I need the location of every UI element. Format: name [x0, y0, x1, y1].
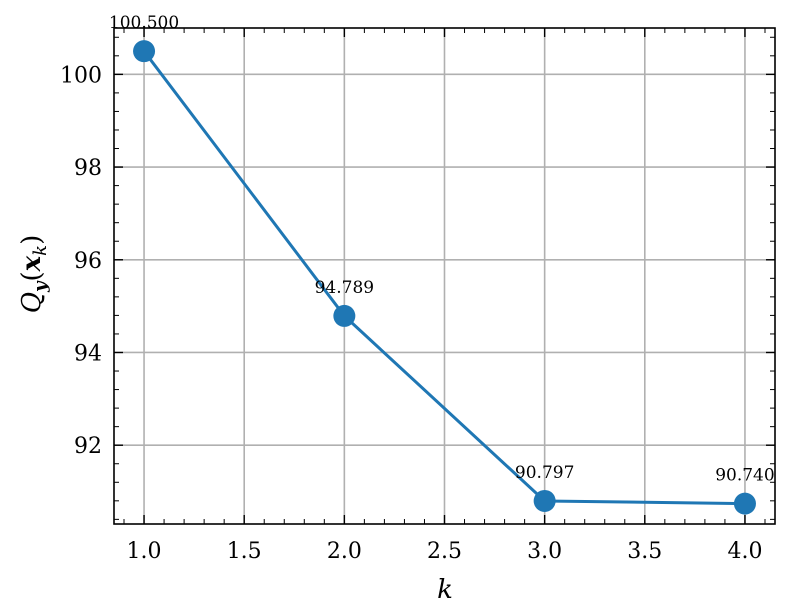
data-point [533, 489, 556, 512]
y-axis-label-bold: x [17, 255, 47, 272]
y-tick-labels: 92 94 96 98 100 [60, 63, 102, 459]
y-tick-label: 98 [74, 156, 102, 181]
data-point [733, 492, 756, 515]
data-label: 94.789 [315, 278, 374, 298]
x-tick-label: 4.0 [727, 539, 762, 564]
y-axis-label: Qy(xk) [17, 235, 51, 314]
plot-frame [113, 27, 776, 525]
y-axis-label-sub: k [30, 245, 51, 256]
y-axis-label-open: ( [17, 271, 47, 281]
x-tick-label: 1.5 [227, 539, 262, 564]
series-layer [133, 40, 756, 515]
y-axis-label-sub-bold: y [30, 280, 51, 293]
data-labels: 100.500 94.789 90.797 90.740 [109, 13, 775, 485]
x-tick-label: 3.0 [527, 539, 562, 564]
data-point [333, 304, 356, 327]
minor-ticks [114, 28, 775, 524]
series-line [142, 50, 745, 506]
x-tick-label: 1.0 [127, 539, 162, 564]
x-tick-labels: 1.0 1.5 2.0 2.5 3.0 3.5 4.0 [127, 539, 763, 564]
x-tick-label: 3.5 [627, 539, 662, 564]
data-label: 90.797 [515, 463, 574, 483]
x-tick-label: 2.5 [427, 539, 462, 564]
data-point [133, 40, 156, 63]
y-axis-label-main: Q [17, 292, 47, 313]
x-axis-label: k [437, 575, 453, 605]
y-tick-label: 96 [74, 249, 102, 274]
y-tick-label: 94 [74, 341, 102, 366]
y-axis-label-close: ) [17, 235, 47, 245]
data-label: 90.740 [715, 466, 774, 486]
x-tick-label: 2.0 [327, 539, 362, 564]
y-tick-label: 100 [60, 63, 102, 88]
data-label: 100.500 [109, 13, 179, 33]
y-tick-label: 92 [74, 434, 102, 459]
grid-lines [114, 28, 775, 524]
major-ticks [114, 28, 775, 524]
